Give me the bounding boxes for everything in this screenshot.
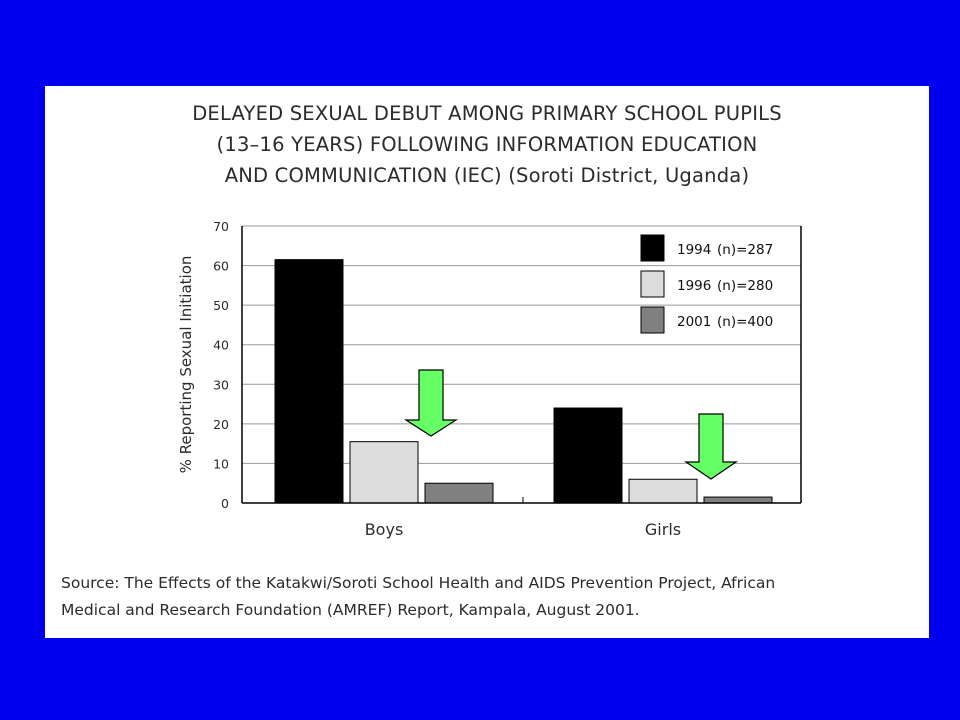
x-category-label: Girls <box>645 520 681 539</box>
legend: 1994 (n)=287 1996 (n)=280 2001 (n)=400 <box>640 234 773 334</box>
source-line-2: Medical and Research Foundation (AMREF) … <box>61 601 640 619</box>
legend-year-1994: 1994 <box>677 242 711 258</box>
y-axis-label: % Reporting Sexual Initiation <box>177 256 195 474</box>
arrow-layer <box>403 369 738 480</box>
chart-title: DELAYED SEXUAL DEBUT AMONG PRIMARY SCHOO… <box>45 98 929 191</box>
down-arrow-boys-icon <box>403 369 459 437</box>
legend-swatch-2001 <box>640 306 665 334</box>
bar-1996-boys <box>349 441 419 504</box>
down-arrow-girls-icon <box>684 413 738 480</box>
legend-n-1994: (n)=287 <box>717 242 773 258</box>
y-tick-label: 60 <box>213 259 229 274</box>
y-tick-label: 10 <box>213 456 229 471</box>
legend-swatch-1994 <box>640 234 665 262</box>
legend-n-1996: (n)=280 <box>717 278 773 294</box>
bar-1994-boys <box>274 259 344 504</box>
legend-year-2001: 2001 <box>677 314 711 330</box>
bar-2001-boys <box>424 482 494 504</box>
y-tick-label: 20 <box>213 417 229 432</box>
y-tick-label: 70 <box>213 219 229 234</box>
y-tick-label: 0 <box>221 496 229 511</box>
bar-2001-girls <box>703 496 773 504</box>
axis-layer: 0 10 20 30 40 50 60 70 % Reporting Sexual Initia… <box>177 219 681 539</box>
chart-title-line-1: DELAYED SEXUAL DEBUT AMONG PRIMARY SCHOO… <box>192 102 782 125</box>
y-tick-label: 50 <box>213 298 229 313</box>
chart-panel: DELAYED SEXUAL DEBUT AMONG PRIMARY SCHOO… <box>45 86 929 638</box>
source-note: Source: The Effects of the Katakwi/Sorot… <box>61 570 921 624</box>
y-tick-label: 30 <box>213 377 229 392</box>
legend-swatch-1996 <box>640 270 665 298</box>
chart-title-line-3: AND COMMUNICATION (IEC) (Soroti District… <box>224 164 750 187</box>
legend-n-2001: (n)=400 <box>717 314 773 330</box>
bar-layer <box>274 259 773 504</box>
y-tick-label: 40 <box>213 338 229 353</box>
source-line-1: Source: The Effects of the Katakwi/Sorot… <box>61 574 776 592</box>
bar-1994-girls <box>553 407 623 504</box>
chart-title-line-2: (13–16 YEARS) FOLLOWING INFORMATION EDUC… <box>216 133 758 156</box>
plot-frame <box>241 226 802 504</box>
legend-year-1996: 1996 <box>677 278 711 294</box>
bar-chart: 0 10 20 30 40 50 60 70 % Reporting Sexual Initia… <box>177 219 802 539</box>
bar-1996-girls <box>628 478 698 504</box>
x-category-label: Boys <box>365 520 404 539</box>
